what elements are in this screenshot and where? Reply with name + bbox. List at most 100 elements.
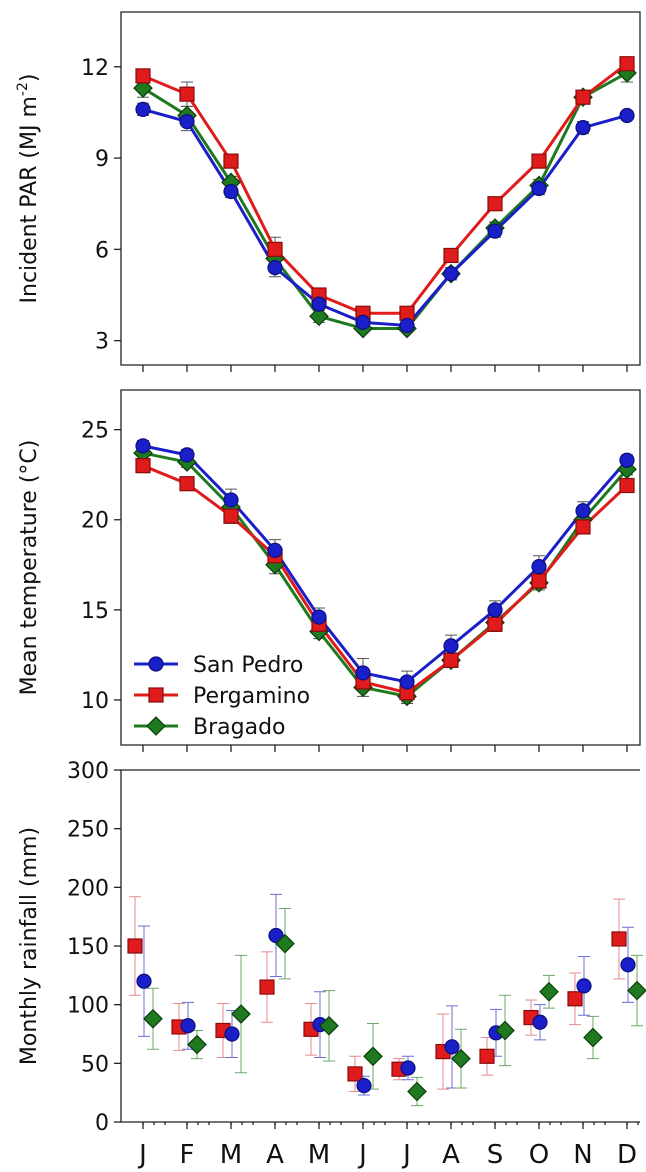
- error-bars-pergamino: [137, 57, 633, 317]
- data-point: [619, 56, 635, 72]
- data-point: [363, 1046, 383, 1067]
- data-point: [576, 978, 592, 994]
- month-label: D: [617, 1140, 637, 1170]
- data-point: [399, 317, 415, 334]
- plot-frame: [120, 770, 640, 1123]
- legend-label: Pergamino: [193, 684, 310, 709]
- month-label: M: [220, 1140, 242, 1170]
- data-point: [567, 991, 583, 1007]
- data-point: [179, 86, 195, 102]
- data-point: [223, 508, 239, 524]
- data-point: [311, 296, 327, 312]
- legend-label: San Pedro: [193, 653, 303, 678]
- data-point: [135, 68, 151, 84]
- data-point: [267, 260, 283, 276]
- data-point: [444, 1039, 460, 1055]
- data-point: [495, 1020, 515, 1041]
- y-tick-label: 25: [81, 419, 109, 444]
- data-point: [135, 438, 151, 454]
- data-point: [575, 89, 591, 105]
- data-point: [356, 1078, 372, 1094]
- data-point: [487, 223, 503, 239]
- y-tick-label: 150: [67, 935, 109, 960]
- par-panel: 3 6 9 12 Incident PAR (MJ m-2): [15, 11, 641, 372]
- data-point: [127, 938, 143, 954]
- data-point: [347, 1066, 363, 1082]
- data-point: [267, 241, 283, 257]
- rainfall-panel: 0 50 100 150 200 250 300 Monthly rainfall (mm): [17, 759, 646, 1136]
- data-point: [399, 674, 415, 690]
- data-point: [187, 1034, 207, 1055]
- data-point: [575, 503, 591, 519]
- markers-bragado: [133, 63, 637, 339]
- data-point: [355, 665, 371, 681]
- plot-frame: [120, 11, 641, 366]
- data-point: [451, 1048, 471, 1069]
- legend-label: Bragado: [193, 715, 286, 740]
- month-label: A: [442, 1140, 460, 1170]
- y-tick-label: 200: [67, 876, 109, 901]
- y-tick-label: 6: [95, 238, 109, 263]
- data-point: [619, 477, 635, 494]
- markers-san-pedro: [135, 101, 635, 334]
- data-point: [180, 1018, 196, 1034]
- series-line-pergamino: [142, 62, 628, 315]
- data-point: [487, 196, 503, 212]
- month-label: J: [137, 1140, 147, 1170]
- markers-bragado: [143, 933, 646, 1102]
- y-tick-label: 0: [95, 1111, 109, 1136]
- series-line-san-pedro: [142, 107, 628, 327]
- data-point: [179, 113, 195, 130]
- data-point: [620, 957, 636, 973]
- month-label: J: [357, 1140, 367, 1170]
- y-tick-label: 20: [81, 509, 109, 534]
- data-point: [619, 452, 635, 468]
- month-label: A: [266, 1140, 284, 1170]
- data-point: [479, 1048, 495, 1064]
- y-axis-label: Monthly rainfall (mm): [17, 827, 42, 1065]
- y-tick-label: 50: [81, 1052, 109, 1077]
- data-point: [611, 931, 627, 947]
- error-bars-bragado: [137, 63, 633, 333]
- error-bars-pergamino: [129, 896, 625, 1092]
- data-point: [531, 153, 547, 169]
- legend-marker: [146, 716, 166, 736]
- data-point: [223, 153, 239, 169]
- data-point: [531, 558, 547, 575]
- data-point: [223, 492, 239, 508]
- data-point: [575, 120, 591, 136]
- data-point: [400, 1060, 416, 1076]
- month-label: O: [529, 1140, 549, 1170]
- data-point: [133, 78, 153, 98]
- y-tick-label: 12: [81, 56, 109, 81]
- legend-marker: [148, 687, 164, 703]
- data-point: [259, 979, 275, 995]
- error-bars-san-pedro: [137, 102, 633, 333]
- data-point: [231, 1004, 251, 1024]
- data-point: [275, 933, 295, 954]
- y-tick-label: 300: [67, 759, 109, 784]
- legend: San Pedro Pergamino Bragado: [134, 653, 310, 740]
- data-point: [443, 638, 459, 654]
- data-point: [355, 314, 371, 330]
- data-point: [443, 652, 459, 668]
- markers-pergamino: [135, 56, 635, 321]
- series-line-san-pedro: [142, 444, 629, 684]
- temperature-panel: 10 15 20 25 Mean temperature (°C) San Pedro Pe…: [17, 389, 641, 752]
- data-point: [487, 616, 503, 632]
- data-point: [487, 602, 503, 618]
- data-point: [136, 973, 152, 989]
- data-point: [531, 573, 547, 589]
- data-point: [143, 1008, 163, 1029]
- data-point: [309, 306, 329, 327]
- markers-san-pedro: [135, 438, 635, 690]
- data-point: [224, 1026, 240, 1042]
- y-tick-label: 100: [67, 994, 109, 1019]
- y-axis-label: Incident PAR (MJ m-2): [15, 74, 42, 304]
- data-point: [619, 107, 635, 124]
- series-line-bragado: [142, 71, 628, 330]
- month-label: M: [308, 1140, 330, 1170]
- plot-frame: [120, 389, 641, 746]
- y-axis-label: Mean temperature (°C): [17, 440, 42, 696]
